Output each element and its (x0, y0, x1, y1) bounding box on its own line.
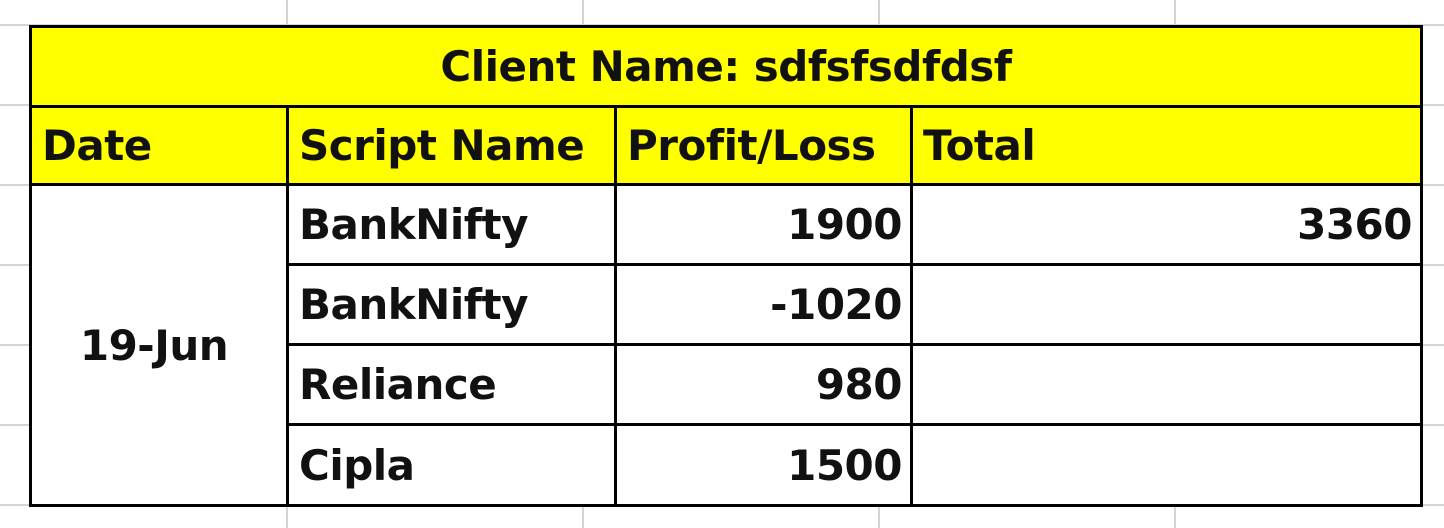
script-name-cell[interactable]: BankNifty (289, 186, 617, 266)
profit-loss-cell[interactable]: 1900 (617, 186, 913, 266)
profit-loss-cell[interactable]: 1500 (617, 426, 913, 504)
script-name-cell[interactable]: Reliance (289, 346, 617, 426)
profit-loss-cell[interactable]: 980 (617, 346, 913, 426)
total-cell[interactable] (913, 426, 1420, 504)
header-script-name[interactable]: Script Name (289, 108, 617, 186)
header-profit-loss[interactable]: Profit/Loss (617, 108, 913, 186)
script-name-cell[interactable]: Cipla (289, 426, 617, 504)
profit-loss-table: Client Name: sdfsfsdfdsf Date Script Nam… (29, 25, 1423, 507)
date-cell[interactable]: 19-Jun (32, 186, 289, 504)
total-cell[interactable]: 3360 (913, 186, 1420, 266)
total-cell[interactable] (913, 346, 1420, 426)
profit-loss-cell[interactable]: -1020 (617, 266, 913, 346)
total-cell[interactable] (913, 266, 1420, 346)
header-date[interactable]: Date (32, 108, 289, 186)
header-total[interactable]: Total (913, 108, 1420, 186)
title-cell[interactable]: Client Name: sdfsfsdfdsf (32, 28, 1420, 108)
client-name-title: Client Name: sdfsfsdfdsf (440, 42, 1012, 91)
script-name-cell[interactable]: BankNifty (289, 266, 617, 346)
